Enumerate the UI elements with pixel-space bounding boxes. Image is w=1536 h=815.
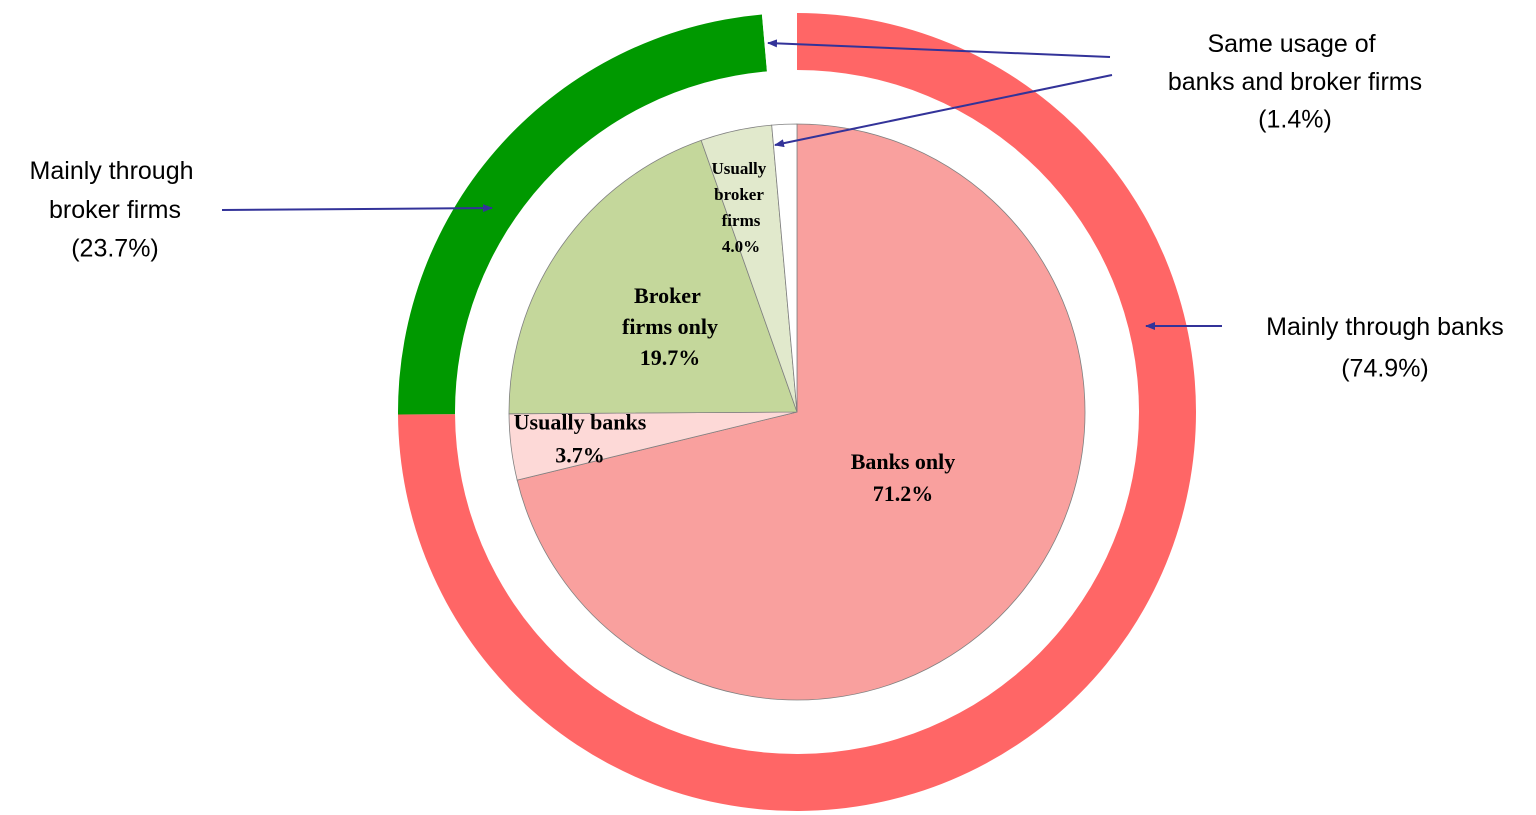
leader-arrow bbox=[767, 39, 1111, 58]
plot bbox=[398, 13, 1197, 812]
slice-label: Banks only bbox=[851, 449, 956, 474]
value-label: 71.2% bbox=[873, 481, 934, 506]
pie-slice bbox=[516, 123, 1086, 701]
ring-segment bbox=[761, 13, 797, 72]
pie-slice bbox=[771, 123, 798, 413]
value-label: 3.7% bbox=[555, 443, 605, 468]
slice-label: Usually banks bbox=[514, 410, 647, 435]
labels: Mainly through banks (74.9%) Mainly throug… bbox=[30, 30, 1504, 506]
slice-label: Mainly through broker firms bbox=[30, 157, 201, 224]
slice-label: Broker firms only bbox=[622, 283, 718, 339]
leader-arrow bbox=[221, 204, 493, 213]
value-label: 4.0% bbox=[722, 237, 760, 256]
value-label: (74.9%) bbox=[1341, 355, 1429, 383]
leader-lines bbox=[221, 39, 1222, 330]
leader-arrow bbox=[774, 74, 1113, 148]
slice-label: Same usage of banks and broker firms bbox=[1168, 30, 1422, 96]
slice-label: Usually broker firms bbox=[711, 159, 770, 230]
ring-segment bbox=[398, 14, 767, 415]
slice-label: Mainly through banks bbox=[1266, 313, 1504, 341]
value-label: (1.4%) bbox=[1258, 106, 1332, 134]
value-label: (23.7%) bbox=[71, 235, 159, 263]
value-label: 19.7% bbox=[640, 345, 701, 370]
